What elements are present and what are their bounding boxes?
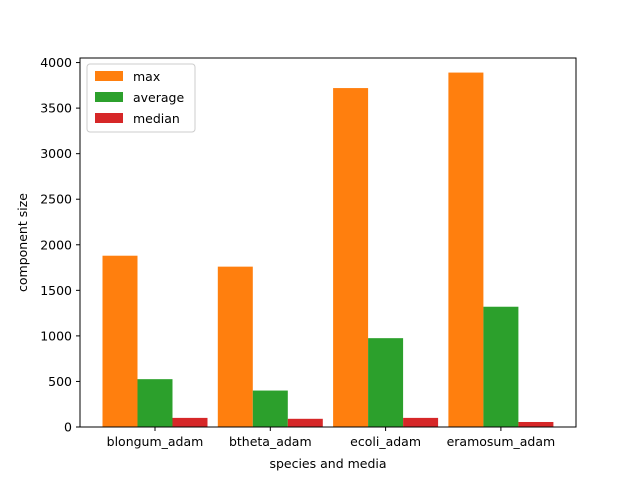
bar-average-eramosum_adam	[483, 306, 519, 427]
legend: max average median	[86, 63, 196, 133]
bar-median-btheta_adam	[287, 418, 323, 427]
x-tick-label: eramosum_adam	[447, 434, 556, 449]
x-tick-label: blongum_adam	[107, 434, 204, 449]
y-tick-label: 3500	[40, 101, 72, 116]
y-axis: 0 500 1000 1500 2000 2500 3000 3500 4000	[40, 55, 80, 435]
bar-average-blongum_adam	[137, 379, 173, 427]
y-tick-label: 2500	[40, 192, 72, 207]
x-tick-label: ecoli_adam	[350, 434, 421, 449]
legend-swatch-average	[95, 92, 123, 102]
bar-average-ecoli_adam	[368, 338, 404, 427]
legend-label-max: max	[133, 69, 160, 84]
y-tick-label: 0	[64, 420, 72, 435]
x-tick-label: btheta_adam	[229, 434, 312, 449]
legend-label-average: average	[133, 90, 184, 105]
bar-max-blongum_adam	[102, 255, 138, 427]
plot-frame	[79, 57, 577, 428]
y-axis-title: component size	[15, 193, 30, 292]
bar-average-btheta_adam	[252, 390, 288, 427]
x-axis-title: species and media	[269, 456, 386, 471]
y-tick-label: 4000	[40, 55, 72, 70]
y-tick-label: 1000	[40, 328, 72, 343]
bar-median-eramosum_adam	[518, 421, 554, 427]
y-tick-label: 3000	[40, 146, 72, 161]
bars-layer	[102, 72, 554, 428]
bar-median-ecoli_adam	[403, 417, 439, 427]
bar-max-ecoli_adam	[333, 88, 369, 428]
y-tick-label: 2000	[40, 237, 72, 252]
bar-max-eramosum_adam	[448, 72, 484, 428]
legend-swatch-max	[95, 71, 123, 81]
y-tick-label: 500	[48, 374, 72, 389]
y-tick-label: 1500	[40, 283, 72, 298]
x-axis: blongum_adam btheta_adam ecoli_adam eramosu…	[107, 427, 556, 449]
legend-label-median: median	[133, 111, 180, 126]
bar-median-blongum_adam	[172, 417, 208, 427]
bar-max-btheta_adam	[217, 266, 253, 427]
legend-swatch-median	[95, 113, 123, 123]
